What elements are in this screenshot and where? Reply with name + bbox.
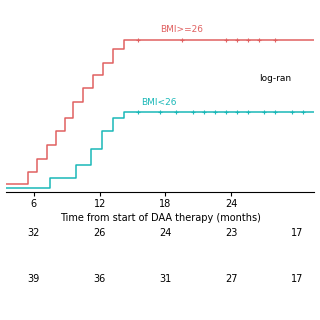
X-axis label: Time from start of DAA therapy (months): Time from start of DAA therapy (months) — [60, 213, 260, 223]
Text: BMI>=26: BMI>=26 — [160, 25, 203, 34]
Text: 39: 39 — [28, 274, 40, 284]
Text: 23: 23 — [225, 228, 237, 238]
Text: 17: 17 — [291, 274, 303, 284]
Text: 26: 26 — [93, 228, 106, 238]
Text: 36: 36 — [93, 274, 106, 284]
Text: 24: 24 — [159, 228, 172, 238]
Text: 32: 32 — [28, 228, 40, 238]
Text: BMI<26: BMI<26 — [141, 98, 177, 107]
Text: log-ran: log-ran — [259, 74, 291, 83]
Text: 31: 31 — [159, 274, 172, 284]
Text: 27: 27 — [225, 274, 237, 284]
Text: 17: 17 — [291, 228, 303, 238]
